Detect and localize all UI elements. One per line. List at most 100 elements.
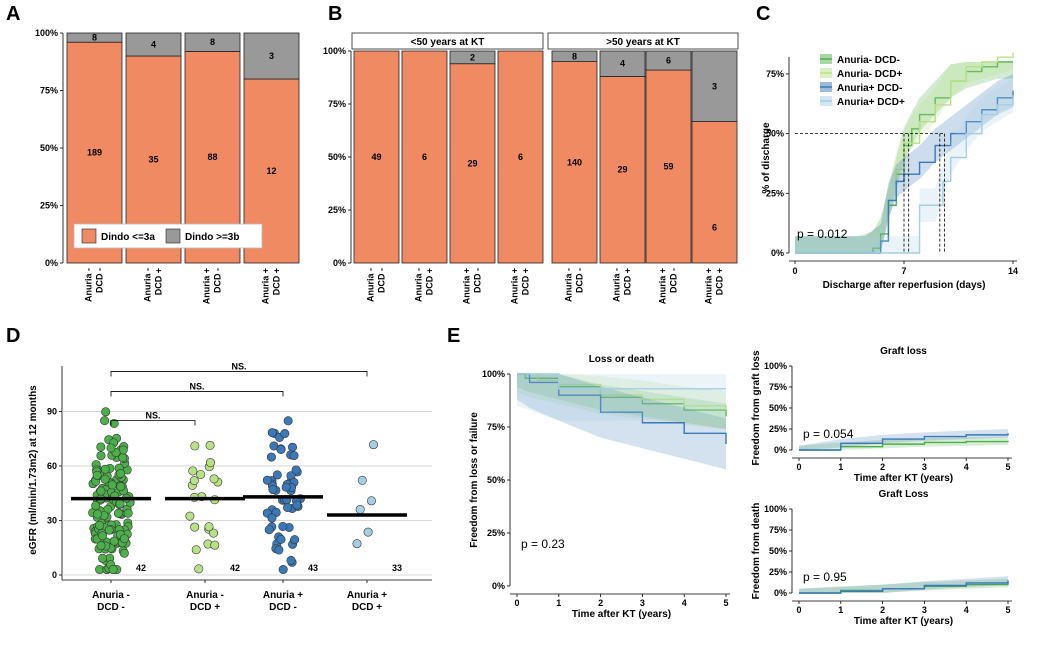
e1-band-0 [517,374,726,430]
d-point-2-41 [286,555,296,565]
d-point-1-6 [190,441,200,451]
c-x-tick-0: 0 [792,266,797,276]
a-label-orange-0: 189 [87,148,102,158]
d-cat-l1-3: Anuria + [347,590,387,601]
d-cat-l1-0: Anuria - [92,590,130,601]
d-point-1-15 [194,564,204,574]
c-y-tick-2: 50% [766,129,784,139]
e1-y-tick-3: 75% [487,422,505,432]
d-cmp-2-bracket [110,420,196,426]
b-label-gray-1-0: 8 [572,51,577,61]
d-point-1-3 [205,440,215,450]
e1-x-tick-1: 1 [556,598,561,608]
e3-line-1 [799,580,1009,594]
b-cat-1-2-l2: DCD - [669,268,679,293]
d-point-0-115 [98,553,108,563]
a-label-gray-3: 3 [269,51,274,61]
d-point-0-132 [93,509,103,519]
b-bar-gray-1-3 [691,50,738,122]
a-bar-gray-3 [243,32,300,80]
e2-title: Graft loss [880,346,927,357]
e1-y-tick-0: 0% [492,581,505,591]
a-cat-0-l2: DCD - [95,268,105,293]
b-cat-1-2-l1: Anuria + [658,268,668,304]
d-point-3-2 [357,475,367,485]
e2-ylabel: Freedom from graft loss [751,350,762,465]
a-y-tick-2: 50% [40,143,58,153]
b-label-gray-1-2: 6 [666,56,671,66]
d-point-0-124 [100,474,110,484]
d-point-1-11 [209,528,219,538]
d-point-2-51 [289,451,299,461]
d-point-1-18 [189,476,199,486]
panel-label-c: C [756,3,770,25]
d-point-0-29 [96,442,106,452]
e2-xlabel: Time after KT (years) [854,473,953,484]
d-point-0-109 [104,525,114,535]
b-label-orange-1-0: 140 [567,157,582,167]
e1-x-tick-3: 3 [640,598,645,608]
c-legend-label-3: Anuria+ DCD+ [837,97,905,108]
a-legend-label-1: Dindo >=3b [185,232,239,243]
d-cmp-0-bracket [110,371,368,377]
d-point-0-19 [109,418,119,428]
b-bar-gray-1-0 [551,50,598,63]
d-point-3-4 [355,504,365,514]
b-bar-orange-0-1 [401,50,448,264]
c-band-3 [795,78,1013,254]
d-point-1-0 [191,545,201,555]
a-cat-0-l1: Anuria - [84,268,94,302]
d-median-label-3: 33 [392,563,402,573]
d-point-0-131 [92,470,102,480]
a-y-tick-1: 25% [40,201,58,211]
a-cat-1-l1: Anuria - [143,268,153,302]
d-point-2-43 [283,416,293,426]
b-label-orange-0-1: 6 [422,152,427,162]
c-y-tick-1: 25% [766,188,784,198]
e2-line-1 [799,433,1009,451]
b-cat-0-2-l2: DCD - [473,268,483,293]
a-legend-swatch-0 [81,228,97,244]
d-cat-l1-1: Anuria - [186,590,224,601]
e2-x-tick-2: 2 [880,462,885,472]
b-label-orange-1-2: 59 [663,162,673,172]
d-point-1-14 [196,469,206,479]
b-label-orange-0-3: 6 [518,152,523,162]
e1-x-tick-4: 4 [682,598,687,608]
b-cat-1-1-l2: DCD + [623,268,633,295]
b-label-orange-1-1: 29 [617,165,627,175]
d-point-0-129 [116,482,126,492]
e2-x-tick-1: 1 [838,462,843,472]
b-bar-orange-1-2 [645,69,692,264]
b-y-tick-1: 25% [328,205,346,215]
b-y-tick-2: 50% [328,152,346,162]
e3-band-1 [799,576,1008,593]
d-point-0-87 [123,508,133,518]
d-median-label-0: 42 [136,563,146,573]
d-y-tick-3: 90 [47,406,57,416]
e1-xlabel: Time after KT (years) [572,609,671,620]
b-strip-label-0: <50 years at KT [411,37,485,48]
d-point-0-117 [91,501,101,511]
panel-label-d: D [6,325,20,347]
d-point-0-122 [116,468,126,478]
e3-x-tick-4: 4 [964,605,969,615]
b-bar-orange-1-3 [691,121,738,264]
d-point-2-47 [292,500,302,510]
d-point-0-111 [96,486,106,496]
e2-x-tick-4: 4 [964,462,969,472]
a-legend-label-0: Dindo <=3a [101,232,155,243]
d-point-2-31 [267,513,277,523]
a-bar-gray-0 [66,32,123,43]
e3-y-tick-2: 50% [769,546,787,556]
b-bar-orange-0-0 [353,50,400,264]
e1-x-tick-0: 0 [514,598,519,608]
e1-x-tick-5: 5 [723,598,728,608]
d-cmp-0-label: NS. [231,361,246,371]
a-cat-2-l1: Anuria + [202,268,212,304]
d-point-0-138 [106,443,116,453]
d-point-3-3 [369,440,379,450]
d-point-2-29 [274,545,284,555]
d-point-0-105 [101,407,111,417]
c-pvalue: p = 0.012 [797,227,848,241]
